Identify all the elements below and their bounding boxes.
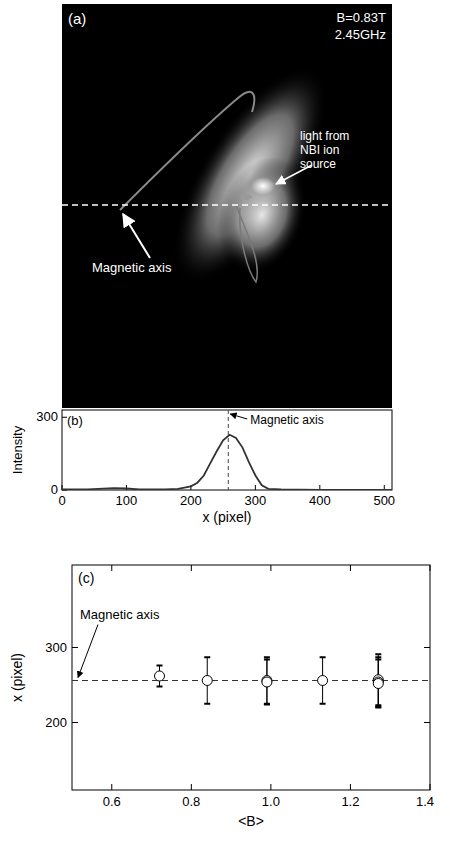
tick-label: 1.4: [416, 794, 434, 809]
tick-label: 300: [36, 409, 58, 424]
plot-area: [62, 410, 392, 490]
data-point: [318, 676, 328, 686]
data-point: [373, 679, 383, 689]
annotation: Magnetic axis: [92, 260, 172, 275]
error-cap: [320, 656, 326, 658]
error-cap: [375, 656, 381, 658]
plot-frame: [72, 565, 430, 790]
tick-label: 200: [45, 715, 67, 730]
arrow: [276, 165, 312, 184]
error-cap: [320, 703, 326, 705]
tick-label: 1.2: [341, 794, 359, 809]
error-cap: [204, 703, 210, 705]
error-cap: [264, 656, 270, 658]
tick: [72, 647, 78, 648]
tick-label: 200: [180, 493, 202, 508]
annotation: Magnetic axis: [80, 607, 160, 622]
tick-label: 100: [116, 493, 138, 508]
axis-title: x (pixel): [202, 509, 251, 525]
annotation-line: NBI ion: [300, 143, 339, 157]
tick: [350, 784, 351, 790]
axis-title: x (pixel): [9, 653, 25, 702]
magnetic-axis-curve: [120, 92, 254, 210]
annotation: 2.45GHz: [335, 27, 386, 42]
magnetic-axis-line: [228, 410, 229, 490]
tick: [350, 565, 351, 571]
tick: [191, 565, 192, 571]
tick: [430, 784, 431, 790]
tick: [111, 784, 112, 790]
plot-area: [72, 654, 430, 707]
panel-letter: (b): [67, 413, 83, 428]
arrow: [230, 414, 247, 419]
figure: (a) B=0.83T 2.45GHz light fromNBI ionsource…: [0, 0, 450, 843]
tick-label: 400: [309, 493, 331, 508]
image-background: [62, 4, 392, 408]
error-cap: [264, 659, 270, 661]
error-cap: [157, 686, 163, 688]
annotation: B=0.83T: [336, 10, 386, 25]
data-point: [202, 676, 212, 686]
tick-label: 1.0: [262, 794, 280, 809]
panel-letter: (c): [78, 570, 94, 586]
tick-label: 500: [373, 493, 395, 508]
arrow: [123, 214, 150, 258]
annotation: Magnetic axis: [250, 413, 323, 427]
tick-label: 0: [51, 482, 58, 497]
error-cap: [375, 653, 381, 655]
tick: [270, 784, 271, 790]
tick: [255, 485, 256, 490]
error-cap: [375, 659, 381, 661]
tick: [191, 784, 192, 790]
field-line: [236, 205, 257, 282]
nbi-light-reflection: [240, 194, 252, 200]
axis-title: Intensity: [10, 425, 25, 474]
error-cap: [375, 707, 381, 709]
tick: [111, 565, 112, 571]
tick-label: 0: [58, 493, 65, 508]
annotation-line: light from: [300, 129, 349, 143]
tick: [424, 647, 430, 648]
plot-frame: [62, 410, 392, 490]
panel-letter: (a): [68, 10, 86, 27]
tick: [430, 565, 431, 571]
profile-line: [62, 435, 392, 490]
tick-label: 0.8: [182, 794, 200, 809]
error-cap: [157, 665, 163, 667]
data-point: [262, 677, 272, 687]
tick-label: 0.6: [103, 794, 121, 809]
tick-label: 300: [245, 493, 267, 508]
tick-label: 300: [45, 640, 67, 655]
annotation: light fromNBI ionsource: [300, 129, 349, 171]
axis-title: <B>: [238, 813, 264, 829]
tick: [72, 722, 78, 723]
nbi-light: [251, 177, 275, 195]
error-cap: [204, 656, 210, 658]
tick: [270, 565, 271, 571]
tick: [424, 722, 430, 723]
arrow: [78, 625, 98, 678]
plasma-glow: [143, 44, 357, 307]
data-point: [155, 671, 165, 681]
error-cap: [264, 704, 270, 706]
profile-line: [62, 204, 392, 206]
